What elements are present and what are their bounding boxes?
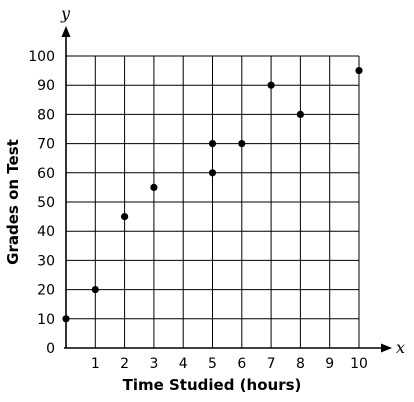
x-tick-label: 6 (237, 356, 246, 372)
x-tick-label: 9 (325, 356, 334, 372)
y-tick-label: 80 (37, 107, 55, 123)
y-tick-label: 50 (37, 195, 55, 211)
y-tick-label: 90 (37, 78, 55, 94)
data-point (62, 315, 70, 323)
data-point (91, 286, 99, 294)
data-point (238, 140, 246, 148)
data-point (121, 213, 129, 221)
y-tick-label: 40 (37, 224, 55, 240)
x-tick-label: 2 (120, 356, 129, 372)
x-axis-arrow (381, 343, 392, 353)
grid (66, 55, 360, 348)
axes (61, 26, 392, 353)
y-tick-label: 100 (28, 49, 55, 65)
y-tick-label: 70 (37, 137, 55, 153)
data-point (296, 110, 304, 118)
x-tick-label: 5 (208, 356, 217, 372)
y-axis-variable: y (60, 4, 71, 23)
x-tick-label: 1 (91, 356, 100, 372)
y-tick-label: 10 (37, 312, 55, 328)
data-point (208, 140, 217, 148)
x-tick-label: 8 (296, 356, 305, 372)
y-tick-label: 30 (37, 253, 55, 269)
x-tick-label: 10 (350, 356, 368, 372)
x-tick-label: 3 (149, 356, 158, 372)
data-points (62, 67, 363, 323)
y-tick-label: 0 (46, 341, 55, 357)
y-tick-labels: 0 10 20 30 40 50 60 70 80 90 100 (28, 49, 55, 357)
x-tick-label: 7 (267, 356, 276, 372)
y-axis-arrow (61, 26, 71, 37)
data-point (355, 67, 363, 75)
y-axis-title: Grades on Test (4, 139, 22, 265)
x-tick-label: 4 (179, 356, 188, 372)
y-tick-label: 60 (37, 166, 55, 182)
data-point (150, 183, 158, 191)
x-axis-title: Time Studied (hours) (123, 376, 302, 394)
data-point (267, 81, 275, 89)
data-point (208, 169, 217, 177)
x-tick-labels: 1 2 3 4 5 6 7 8 9 10 (91, 356, 368, 372)
x-axis-variable: x (396, 338, 405, 357)
y-tick-label: 20 (37, 283, 55, 299)
